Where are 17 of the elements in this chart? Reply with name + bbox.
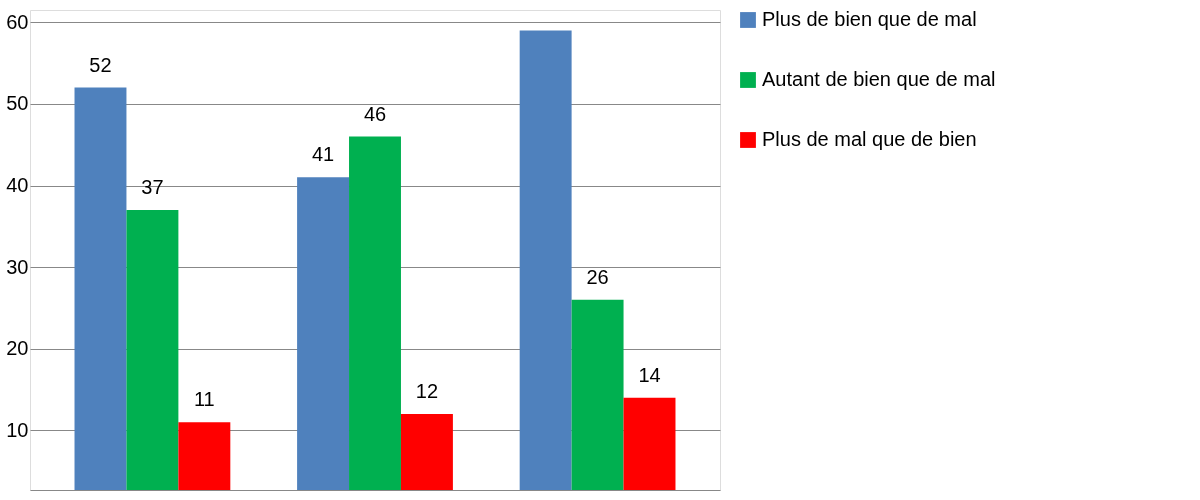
data-label: 46 — [363, 102, 387, 125]
legend-label: Autant de bien que de mal — [762, 68, 996, 90]
data-label: 26 — [586, 265, 609, 288]
y-tick-label: 10 — [6, 418, 29, 441]
y-tick-label: 50 — [6, 92, 29, 115]
data-label: 52 — [89, 53, 112, 76]
legend-label: Plus de bien que de mal — [762, 8, 977, 30]
y-tick-label: 20 — [6, 337, 29, 360]
y-tick-label: 40 — [6, 174, 29, 197]
data-label: 12 — [415, 380, 439, 403]
data-label: 11 — [193, 388, 215, 411]
data-label: 14 — [638, 363, 661, 386]
data-label: 41 — [311, 143, 335, 166]
y-tick-label: 30 — [6, 255, 29, 278]
legend-label: Plus de mal que de bien — [762, 128, 977, 150]
y-tick-label: 60 — [6, 10, 29, 33]
data-label: 37 — [141, 176, 164, 198]
